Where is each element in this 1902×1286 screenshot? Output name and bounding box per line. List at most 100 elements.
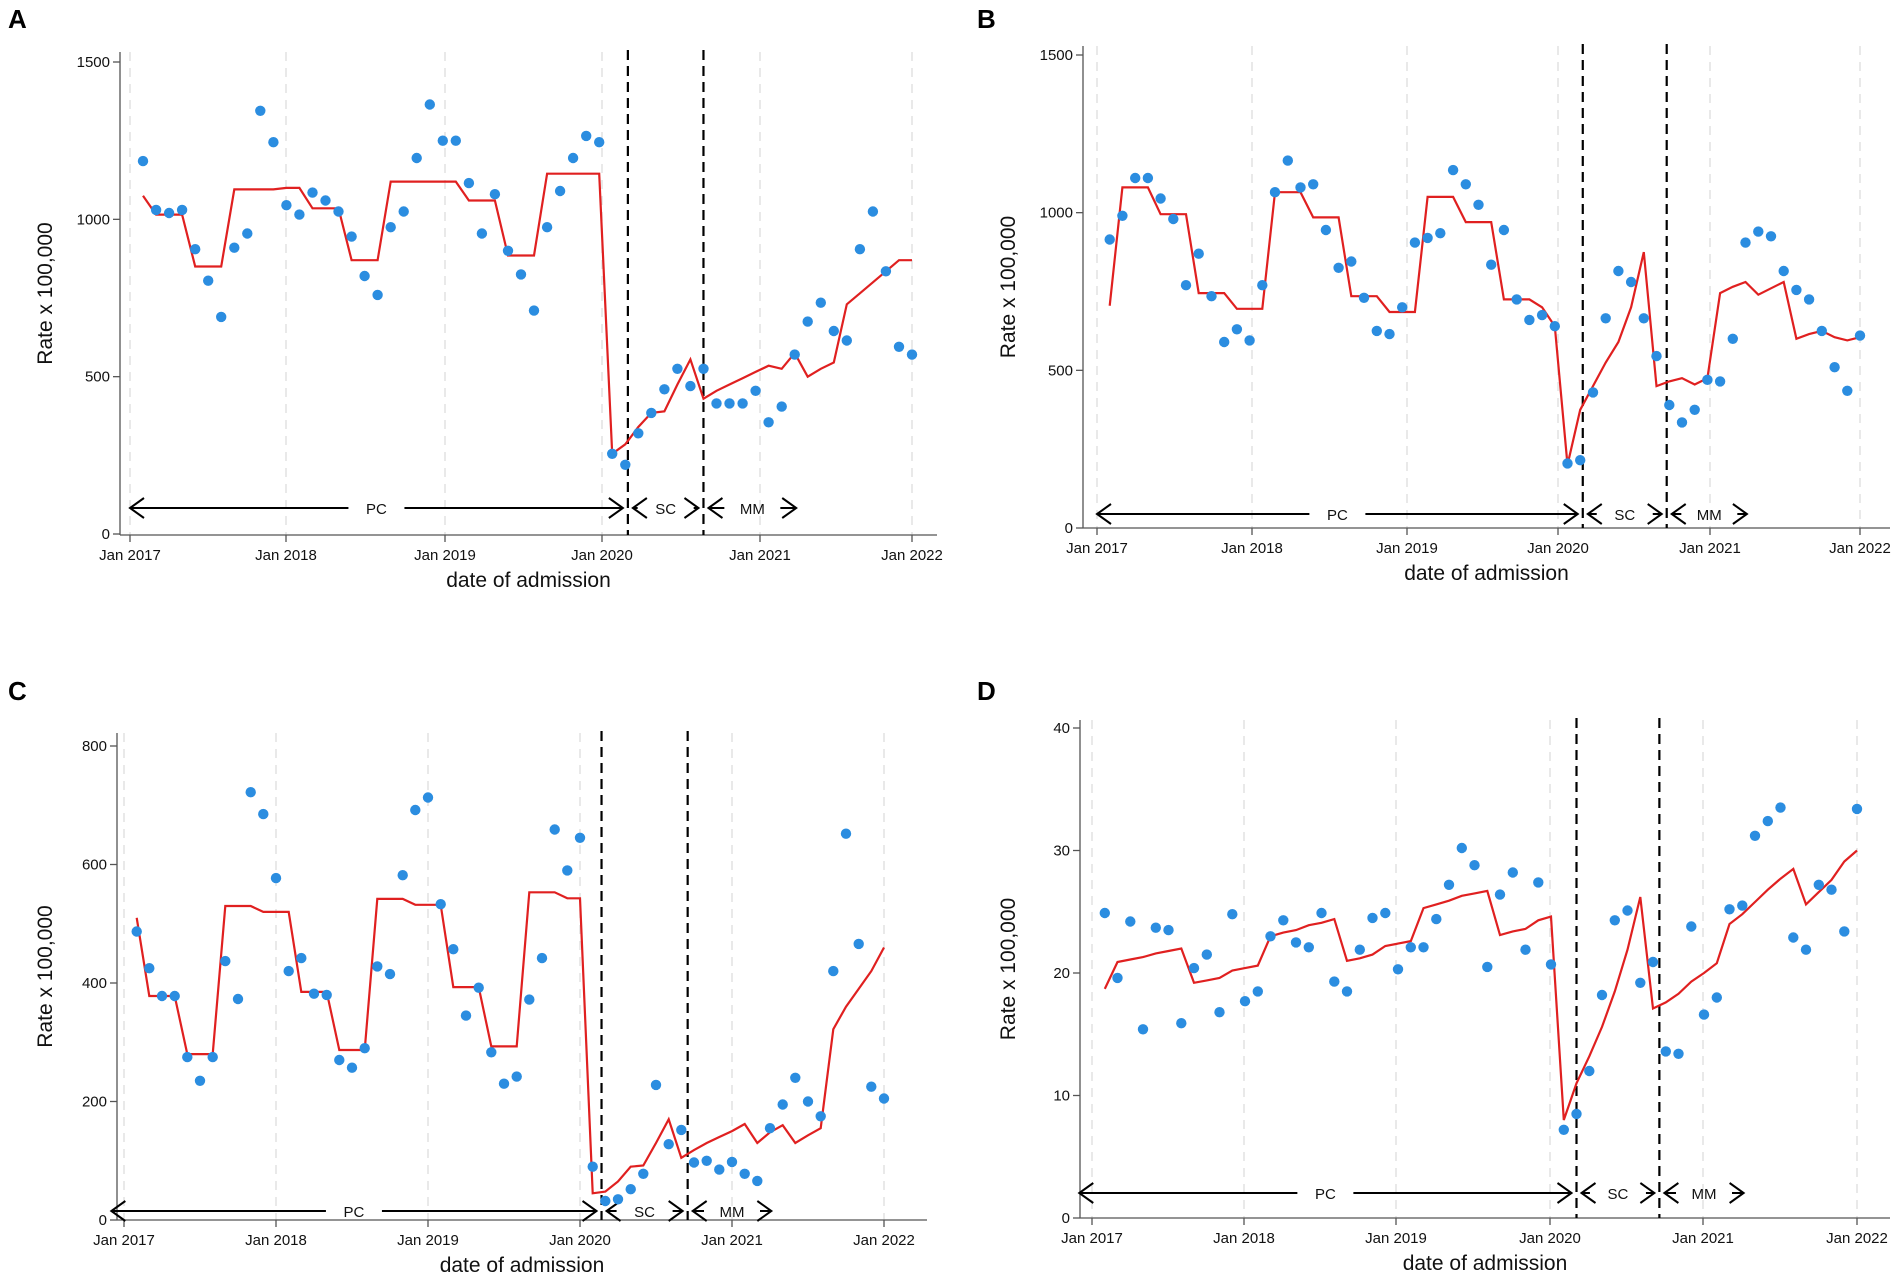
- observed-point: [1308, 179, 1319, 190]
- observed-point: [1676, 417, 1688, 428]
- observed-point: [220, 955, 231, 967]
- observed-point: [1473, 199, 1484, 210]
- observed-point: [1520, 944, 1531, 955]
- arrow-head-right: [668, 1200, 685, 1222]
- x-axis-title: date of admission: [1403, 1252, 1568, 1275]
- arrow-head-left: [1095, 503, 1112, 525]
- y-tick-label: 40: [1053, 720, 1070, 737]
- panel-a: A 0 500 1000 1500 Jan 2017 Jan 2018 Jan 2019 Jan…: [8, 4, 943, 592]
- observed-point: [476, 228, 488, 239]
- observed-point: [1851, 803, 1863, 815]
- observed-point: [685, 380, 696, 392]
- observed-point: [1727, 333, 1739, 344]
- period-label: MM: [720, 1204, 745, 1221]
- observed-point: [320, 195, 331, 206]
- observed-point: [1765, 231, 1777, 242]
- observed-point: [1227, 909, 1238, 920]
- observed-point: [714, 1164, 725, 1175]
- observed-point: [726, 1156, 738, 1168]
- observed-point: [1320, 224, 1332, 236]
- observed-point: [245, 787, 256, 798]
- observed-point: [1155, 193, 1166, 204]
- y-tick-label: 20: [1053, 965, 1070, 982]
- observed-point: [676, 1124, 687, 1136]
- observed-point: [1660, 1046, 1672, 1057]
- period-sc: SC: [604, 1200, 685, 1222]
- observed-point: [1329, 976, 1340, 987]
- observed-point: [1816, 325, 1828, 337]
- x-tick-label: Jan 2017: [1061, 1230, 1123, 1247]
- observed-point: [1099, 907, 1111, 919]
- y-tick-label: 500: [85, 369, 110, 386]
- observed-point: [1239, 996, 1251, 1007]
- observed-point: [1826, 884, 1837, 895]
- observed-point: [1536, 309, 1548, 321]
- panel-d: D 0 10 20 30 40 Jan 2017 Jan 2018 Jan 2019 Jan 20…: [977, 676, 1890, 1275]
- y-tick-label: 0: [1065, 520, 1073, 537]
- observed-point: [1137, 1024, 1149, 1035]
- observed-point: [528, 305, 540, 316]
- arrow-head-right: [756, 1200, 774, 1222]
- observed-point: [486, 1047, 497, 1058]
- observed-point: [294, 209, 305, 220]
- y-tick-label: 0: [102, 526, 110, 543]
- observed-point: [207, 1051, 218, 1063]
- y-tick-label: 400: [82, 975, 107, 992]
- observed-point: [229, 242, 240, 253]
- observed-point: [1749, 830, 1761, 841]
- observed-point: [607, 448, 618, 459]
- observed-point: [1180, 280, 1192, 291]
- x-tick-label: Jan 2018: [245, 1232, 307, 1249]
- period-label: MM: [1692, 1186, 1717, 1203]
- observed-point: [1168, 213, 1179, 225]
- observed-point: [268, 137, 279, 148]
- observed-point: [1839, 926, 1850, 937]
- observed-point: [460, 1010, 472, 1021]
- observed-point: [878, 1093, 890, 1104]
- observed-point: [1698, 1009, 1710, 1020]
- observed-point: [1214, 1007, 1225, 1018]
- observed-point: [638, 1168, 649, 1180]
- x-tick-label: Jan 2021: [701, 1232, 763, 1249]
- observed-point: [334, 1054, 345, 1066]
- observed-point: [625, 1184, 636, 1195]
- panel-letter: C: [8, 676, 27, 706]
- arrow-head-left: [128, 497, 145, 519]
- observed-point: [448, 944, 459, 955]
- observed-point: [1507, 867, 1519, 878]
- arrow-head-left: [1077, 1182, 1094, 1204]
- arrow-head-right: [683, 497, 701, 519]
- observed-point: [1558, 1124, 1570, 1136]
- observed-point: [1788, 932, 1799, 943]
- observed-point: [1219, 336, 1230, 348]
- observed-point: [498, 1078, 510, 1089]
- period-label: SC: [1614, 507, 1635, 524]
- observed-point: [1702, 374, 1713, 385]
- observed-point: [156, 990, 168, 1002]
- observed-point: [1112, 972, 1123, 984]
- observed-point: [828, 965, 839, 977]
- arrow-head-right: [1639, 1182, 1657, 1204]
- y-tick-label: 0: [1062, 1210, 1070, 1227]
- observed-point: [216, 311, 227, 323]
- x-tick-label: Jan 2020: [1519, 1230, 1581, 1247]
- observed-point: [359, 1043, 370, 1054]
- observed-point: [281, 200, 292, 211]
- observed-point: [1418, 942, 1429, 953]
- observed-point: [1290, 937, 1302, 948]
- observed-point: [1854, 330, 1866, 341]
- observed-point: [1803, 294, 1815, 305]
- fitted-line: [142, 172, 912, 456]
- arrow-head-right: [1556, 1182, 1574, 1204]
- observed-point: [1265, 931, 1276, 942]
- observed-point: [131, 926, 142, 937]
- x-tick-label: Jan 2021: [729, 547, 791, 564]
- arrow-head-left: [690, 1200, 708, 1222]
- observed-point: [541, 222, 553, 233]
- y-tick-label: 800: [82, 738, 107, 755]
- observed-point: [854, 244, 866, 255]
- arrow-head-left: [1579, 1182, 1597, 1204]
- observed-point: [1498, 224, 1510, 236]
- observed-point: [270, 872, 282, 884]
- observed-point: [1252, 986, 1264, 997]
